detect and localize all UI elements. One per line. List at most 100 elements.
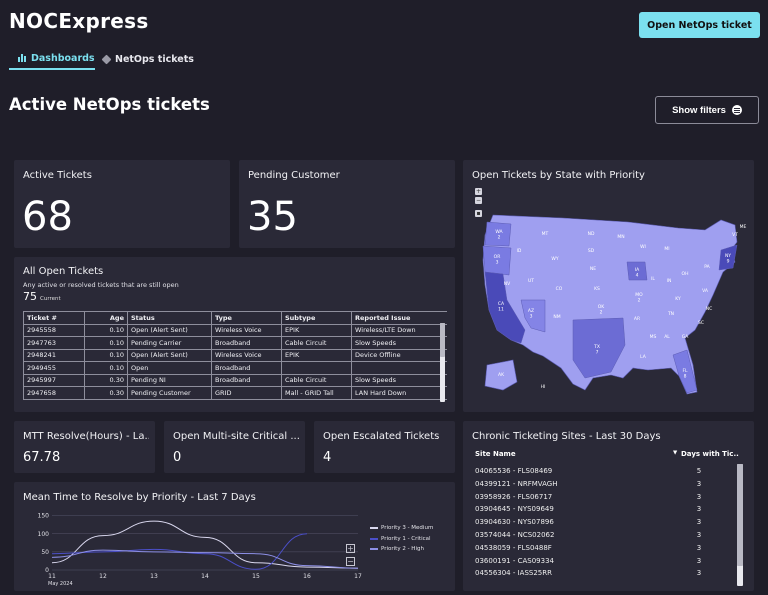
col-status[interactable]: Status <box>127 311 212 325</box>
list-item[interactable]: 03574044 - NCS02062 3 <box>463 531 733 543</box>
legend-item-medium[interactable]: Priority 3 - Medium <box>370 525 433 531</box>
days-with-tickets: 3 <box>696 505 702 514</box>
list-item[interactable]: 03600191 - CAS09334 3 <box>463 557 733 569</box>
list-item[interactable]: 04538059 - FLS0488F 3 <box>463 544 733 556</box>
state-az[interactable] <box>520 299 546 333</box>
x-tick-label: 17 <box>354 573 362 580</box>
filter-icon <box>731 105 742 115</box>
state-label-hi: HI <box>541 384 546 390</box>
tab-label: Dashboards <box>31 52 95 64</box>
state-ak[interactable] <box>484 359 518 391</box>
multisite-critical-value: 0 <box>173 450 182 465</box>
state-label-ia: IA 4 <box>635 267 640 279</box>
chart-zoom-in-button[interactable]: + <box>346 544 355 553</box>
col-subtype[interactable]: Subtype <box>281 311 352 325</box>
table-cell: Slow Speeds <box>351 336 447 350</box>
state-label-ut: UT <box>528 278 534 284</box>
list-item[interactable]: 04556304 - IASS25RR 3 <box>463 569 733 581</box>
map-zoom-out-button[interactable]: − <box>475 197 482 204</box>
state-fl[interactable] <box>672 349 698 394</box>
table-row[interactable]: 2947763 0.10 Pending Carrier Broadband Cable… <box>23 336 447 350</box>
chart-zoom-out-button[interactable]: − <box>346 557 355 566</box>
mtt-resolve-card[interactable]: MTT Resolve(Hours) - La... 67.78 <box>14 421 155 473</box>
mttr-line-chart[interactable]: 0 50 100 150 11 12 13 14 15 16 17 May 2024 <box>14 504 455 591</box>
list-item[interactable]: 04399121 - NRFMVAGH 3 <box>463 480 733 492</box>
legend-item-critical[interactable]: Priority 1 - Critical <box>370 536 431 542</box>
table-cell: EPIK <box>281 348 352 362</box>
state-label-vt: VT <box>732 232 738 238</box>
list-item[interactable]: 03958926 - FLS06717 3 <box>463 493 733 505</box>
state-label-al: AL <box>664 334 670 340</box>
tab-netops-tickets[interactable]: NetOps tickets <box>101 48 194 70</box>
table-row[interactable]: 2947658 0.30 Pending Customer GRID Mall - GR… <box>23 386 447 400</box>
state-tx[interactable] <box>572 317 626 379</box>
table-header-row: Ticket # Age Status Type Subtype Reporte… <box>23 311 447 325</box>
list-item[interactable]: 03904645 - NYS09649 3 <box>463 505 733 517</box>
state-label-la: LA <box>640 354 647 360</box>
state-wa[interactable] <box>484 221 512 247</box>
col-site-name[interactable]: Site Name <box>475 450 516 458</box>
legend-item-high[interactable]: Priority 2 - High <box>370 546 424 552</box>
pending-customer-card[interactable]: Pending Customer 35 <box>239 160 455 248</box>
chronic-sites-list[interactable]: 04065536 - FLS08469 5 04399121 - NRFMVAGH 3… <box>463 467 743 587</box>
table-scrollbar[interactable] <box>440 323 445 402</box>
app-title: NOCExpress <box>9 9 149 33</box>
state-label-fl: FL 8 <box>682 368 688 380</box>
tab-dashboards[interactable]: Dashboards <box>9 48 95 70</box>
col-type[interactable]: Type <box>211 311 282 325</box>
open-tickets-table-viewport[interactable]: Ticket # Age Status Type Subtype Reporte… <box>23 311 447 402</box>
x-tick-label: 16 <box>303 573 311 580</box>
state-label-va: VA <box>702 288 709 294</box>
chronic-scrollbar[interactable] <box>737 464 743 586</box>
site-name: 04538059 - FLS0488F <box>475 543 552 552</box>
show-filters-button[interactable]: Show filters <box>655 96 759 124</box>
table-cell: GRID <box>211 386 282 400</box>
list-item[interactable]: 04065536 - FLS08469 5 <box>463 467 733 479</box>
table-cell: Device Offline <box>351 348 447 362</box>
days-with-tickets: 3 <box>696 556 702 565</box>
list-item[interactable]: 03904630 - NYS07896 3 <box>463 518 733 530</box>
col-ticket-number[interactable]: Ticket # <box>23 311 85 325</box>
site-name: 04399121 - NRFMVAGH <box>475 479 558 488</box>
state-or[interactable] <box>482 245 512 276</box>
x-tick-label: 11 <box>48 573 56 580</box>
table-row[interactable]: 2948241 0.10 Open (Alert Sent) Wireless Voi… <box>23 348 447 362</box>
table-row[interactable]: 2945558 0.10 Open (Alert Sent) Wireless Voi… <box>23 323 447 337</box>
col-age[interactable]: Age <box>84 311 128 325</box>
legend-label: Priority 1 - Critical <box>381 536 431 542</box>
chronic-scroll-thumb[interactable] <box>737 464 743 566</box>
open-netops-ticket-button[interactable]: Open NetOps ticket <box>639 12 760 38</box>
multisite-critical-card[interactable]: Open Multi-site Critical ... 0 <box>164 421 305 473</box>
series-line-1[interactable] <box>51 533 308 570</box>
col-days-with-tickets[interactable]: Days with Tic... <box>681 450 739 458</box>
state-label-mn: MN <box>617 234 624 240</box>
state-label-ms: MS <box>650 334 657 340</box>
card-title: Open Tickets by State with Priority <box>472 170 645 181</box>
escalated-tickets-card[interactable]: Open Escalated Tickets 4 <box>314 421 455 473</box>
active-tickets-card[interactable]: Active Tickets 68 <box>14 160 230 248</box>
state-ca[interactable] <box>484 271 526 344</box>
state-label-wi: WI <box>640 244 646 250</box>
state-ia[interactable] <box>626 261 648 281</box>
map-zoom-in-button[interactable]: + <box>475 188 482 195</box>
state-ny[interactable] <box>718 244 738 271</box>
state-label-nc: NC <box>706 306 713 312</box>
bar-chart-icon <box>18 54 26 62</box>
series-line-2[interactable] <box>51 549 359 569</box>
chronic-sites-card: Chronic Ticketing Sites - Last 30 Days S… <box>463 421 754 591</box>
tag-icon <box>101 54 112 64</box>
state-label-wa: WA 2 <box>495 229 503 241</box>
col-reported-issue[interactable]: Reported Issue <box>351 311 447 325</box>
table-row[interactable]: 2945997 0.30 Pending NI Broadband Cable Circ… <box>23 373 447 387</box>
site-name: 03958926 - FLS06717 <box>475 492 553 501</box>
table-row[interactable]: 2949455 0.10 Open Broadband <box>23 361 447 375</box>
map-home-button[interactable]: ▪ <box>475 210 482 217</box>
series-line-0[interactable] <box>51 520 359 569</box>
sort-desc-icon[interactable]: ▼ <box>673 450 678 456</box>
table-cell: 0.30 <box>84 386 128 400</box>
state-label-ca: CA 11 <box>498 301 505 313</box>
table-cell: Pending Carrier <box>127 336 212 350</box>
table-scroll-thumb[interactable] <box>440 323 445 357</box>
site-name: 03574044 - NCS02062 <box>475 531 555 539</box>
